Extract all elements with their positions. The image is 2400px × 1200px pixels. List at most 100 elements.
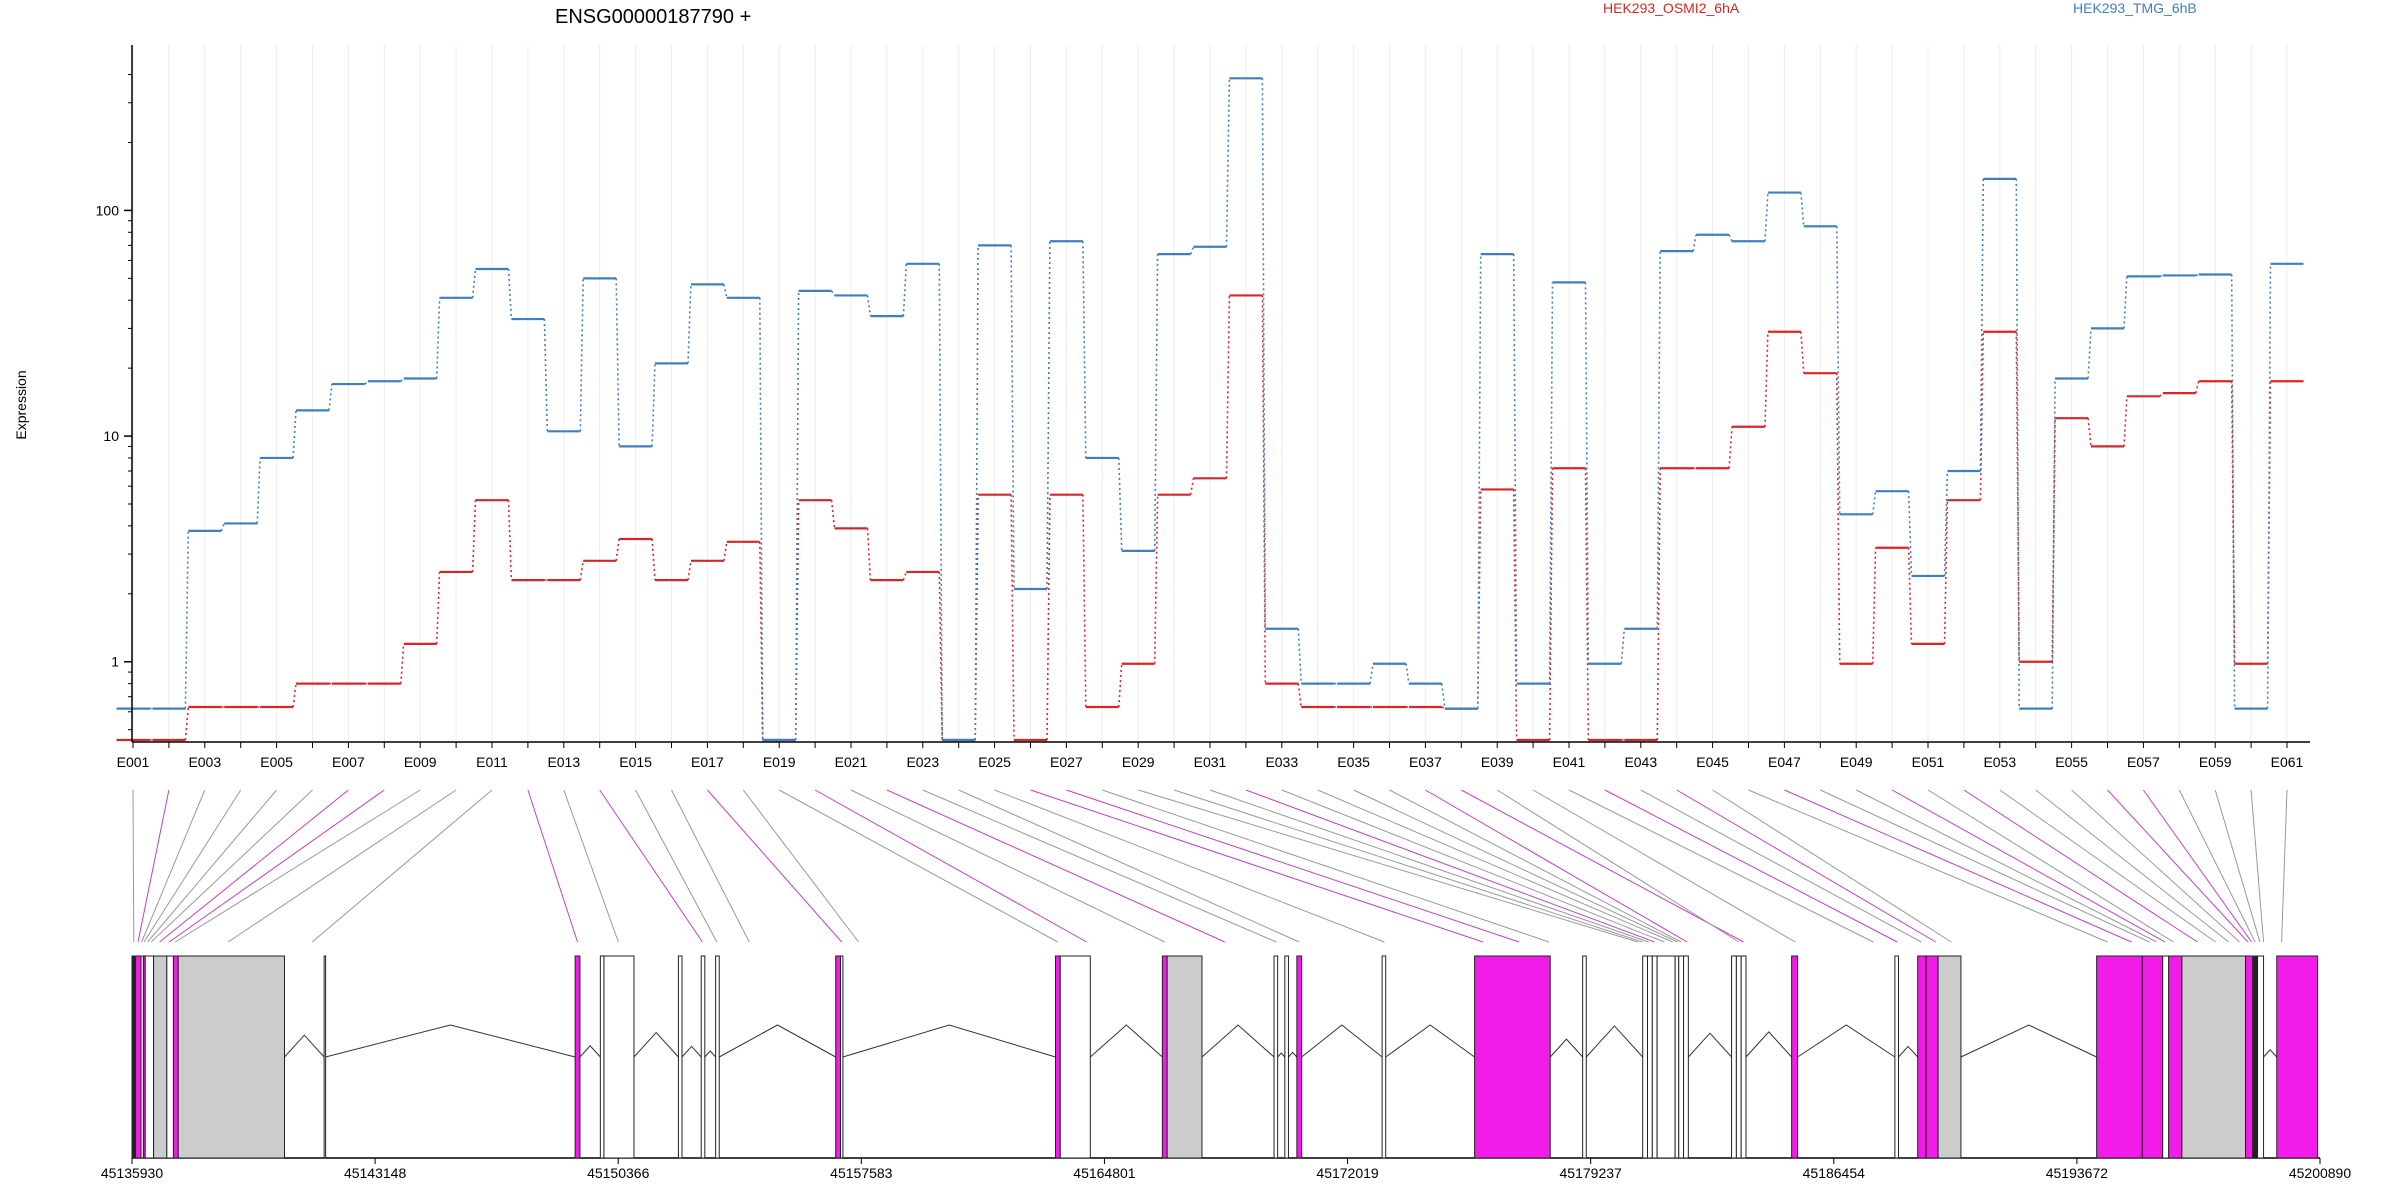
exon-connector [1604, 789, 1898, 943]
series-connector [2195, 381, 2200, 394]
exon-box [1647, 955, 1653, 1159]
series-connector [687, 284, 692, 364]
series-connector [1297, 683, 1302, 708]
exon-connector [1748, 789, 2108, 943]
series-connector [1907, 547, 1913, 644]
x-tick-label: E021 [835, 754, 868, 770]
series-connector [1979, 178, 1985, 472]
exon-connector [150, 789, 313, 943]
gene-model [131, 955, 2320, 1159]
series-connector [1225, 78, 1231, 247]
series-connector [579, 560, 584, 581]
intron [1745, 1031, 1792, 1058]
y-axis-title: Expression [13, 370, 29, 439]
exon-box [2096, 955, 2143, 1159]
series-connector [1907, 491, 1913, 576]
series-connector [902, 263, 908, 317]
y-tick-label: 1 [111, 654, 119, 670]
exon-connector [1820, 789, 2150, 943]
series-connector [1836, 373, 1841, 664]
intron [1549, 1038, 1584, 1058]
x-tick-label: E047 [1768, 754, 1801, 770]
gene-axis-label: 45193672 [2046, 1165, 2109, 1181]
exon-connector [1712, 789, 1952, 943]
series-connector [794, 290, 800, 741]
exon-box [2245, 955, 2254, 1159]
exon-box [323, 955, 327, 1159]
intron [1687, 1032, 1732, 1058]
exon-box [1284, 955, 1289, 1159]
exon-connector [1030, 789, 1484, 943]
exon-connector [159, 789, 349, 943]
y-tick-label: 100 [96, 202, 120, 218]
exon-connector [671, 789, 750, 943]
series-connector [1082, 494, 1087, 708]
exon-connector [1102, 789, 1550, 943]
x-tick-label: E033 [1265, 754, 1298, 770]
series-connector [1656, 468, 1661, 741]
series-connector [292, 683, 297, 708]
exon-connector [168, 789, 385, 943]
intron [579, 1045, 601, 1058]
intron [1960, 1024, 2097, 1058]
x-tick-label: E003 [188, 754, 221, 770]
intron [681, 1045, 702, 1058]
exon-connector [1281, 789, 1665, 943]
series-connector [830, 500, 836, 529]
series-connector [2230, 274, 2236, 709]
y-ticks: 1 10 100 [96, 74, 132, 731]
series-connector [543, 319, 549, 432]
series-connector [2051, 378, 2056, 709]
intron [1797, 1024, 1896, 1058]
series-connector [1261, 78, 1267, 629]
gene-axis-ticks: 45135930 45143148 45150366 45157583 45164801… [101, 1158, 2351, 1181]
intron [1585, 1025, 1644, 1058]
exon-connector [147, 789, 277, 943]
exon-connector [1138, 789, 1639, 943]
exon-box [153, 955, 168, 1159]
exon-box [1054, 955, 1061, 1159]
exon-connector [2071, 789, 2240, 943]
x-tick-label: E007 [332, 754, 365, 770]
series-connector [1082, 241, 1087, 458]
exon-box [1925, 955, 1939, 1159]
series-connector [615, 278, 620, 447]
series-connector [651, 538, 656, 581]
exon-box [1917, 955, 1927, 1159]
x-tick-label: E001 [117, 754, 150, 770]
series-connector [1692, 234, 1697, 252]
series-connector [471, 500, 477, 572]
series-connector [866, 295, 872, 317]
x-tick-label: E005 [260, 754, 293, 770]
series-connector [400, 643, 405, 684]
exon-box [1651, 955, 1658, 1159]
exon-box [1740, 955, 1747, 1159]
exon-connector [1999, 789, 2216, 943]
series-connector [507, 500, 513, 581]
series-connector [1189, 246, 1195, 255]
x-ticks: E001 E003 E005 E007 E009 E011 E013 E015 E017 E019… [117, 742, 2304, 770]
series-connector [1512, 254, 1518, 684]
exon-box [1894, 955, 1899, 1159]
exon-box [2168, 955, 2183, 1159]
intron [704, 1050, 716, 1058]
exon-connector [850, 789, 1165, 943]
gene-axis-label: 45150366 [587, 1165, 650, 1181]
series-connector [615, 538, 620, 561]
exon-connector [958, 789, 1300, 943]
chart-title: ENSG00000187790 + [555, 6, 751, 28]
series-connector [1118, 457, 1123, 551]
exon-box [1791, 955, 1799, 1159]
exon-connector [1353, 789, 1678, 943]
series-connector [1871, 547, 1877, 664]
x-tick-label: E027 [1050, 754, 1083, 770]
series-connector [2123, 396, 2128, 447]
exon-connector [527, 789, 579, 943]
exon-connector [742, 789, 859, 943]
x-tick-label: E011 [476, 754, 508, 770]
exon-connector [137, 789, 170, 943]
intron [284, 1034, 325, 1058]
series-connector [1620, 628, 1626, 664]
gene-axis-label: 45157583 [830, 1165, 893, 1181]
exon-connector [1927, 789, 2174, 943]
